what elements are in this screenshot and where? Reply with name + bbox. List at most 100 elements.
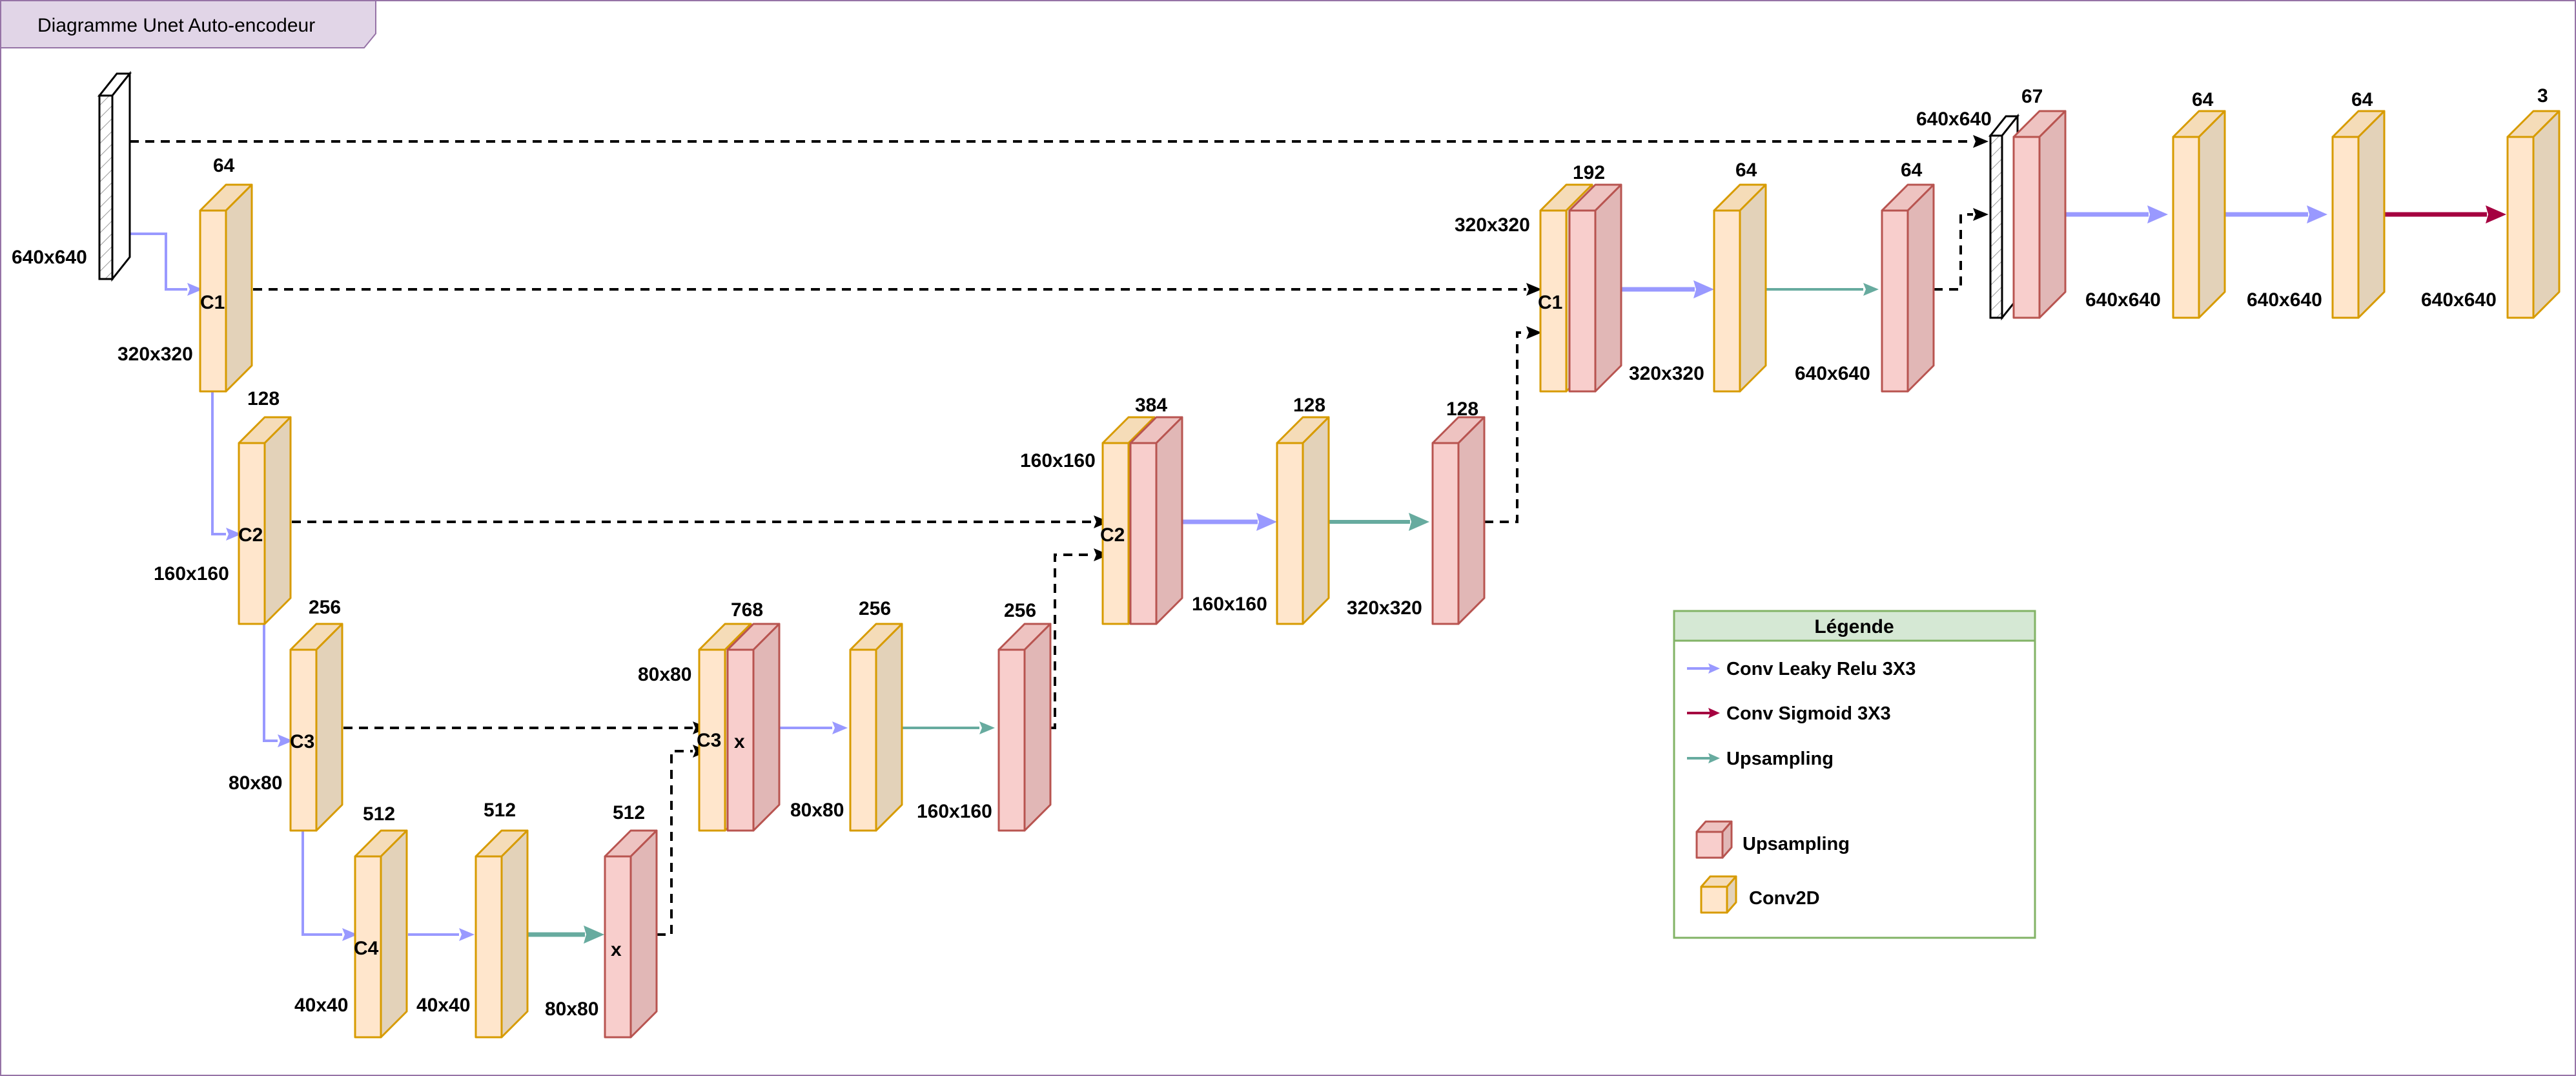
- title-tab: Diagramme Unet Auto-encodeur: [0, 0, 376, 48]
- d3-concat-channels: 768: [731, 599, 763, 621]
- link-d1-up: [1934, 213, 1973, 291]
- d2-up-block: [1431, 416, 1486, 625]
- link-d2-up: [1484, 331, 1526, 523]
- e1-conv-block: [199, 183, 253, 393]
- legend-upsample-arrow-label: Upsampling: [1726, 749, 1834, 769]
- skip-connections: [130, 140, 1973, 936]
- legend-upsampling-cube-icon: [1695, 820, 1733, 859]
- d3-concat-size: 80x80: [638, 664, 691, 685]
- d1-up-block: [1881, 183, 1935, 393]
- e2-channels: 128: [247, 388, 280, 409]
- d3-concat-name: C3: [697, 730, 721, 751]
- b-up-size: 80x80: [545, 998, 598, 1020]
- d3-conv-size: 80x80: [790, 800, 844, 821]
- e3-name: C3: [290, 731, 314, 752]
- d0-concat-up-block: [2012, 110, 2067, 319]
- sigmoid-head: [2486, 205, 2506, 223]
- b1-conv-block: [475, 829, 529, 1039]
- e2-conv-block: [238, 416, 292, 625]
- legend-conv-cube: [1700, 875, 1737, 914]
- d3-up-block: [997, 623, 1052, 832]
- legend-up-cube: [1695, 820, 1733, 859]
- decoder-relu-flows: [1181, 212, 2308, 524]
- d2-concat-size: 160x160: [1020, 450, 1096, 471]
- input-image: [97, 70, 132, 282]
- out-conv-block: [2506, 110, 2561, 319]
- d2-conv-block: [1276, 416, 1330, 625]
- d1-conv-block: [1713, 183, 1767, 393]
- legend-conv2d-cube-icon: [1700, 875, 1737, 914]
- e4-size: 40x40: [294, 995, 348, 1016]
- d1-concat-up-block: [1568, 183, 1622, 393]
- e1-channels: 64: [213, 155, 235, 176]
- d1-concat-channels: 192: [1573, 162, 1605, 183]
- f2-size: 640x640: [2247, 289, 2322, 311]
- block-labels: 640x640 64 C1 320x320 128 C2 160x160 256…: [12, 85, 2548, 1020]
- e4-conv-block: [354, 829, 408, 1039]
- d1-concat-size: 320x320: [1455, 214, 1530, 236]
- legend-sigmoid-label: Conv Sigmoid 3X3: [1726, 703, 1891, 724]
- d2-conv-size: 160x160: [1192, 594, 1267, 615]
- d2-concat-up-block: [1129, 416, 1183, 625]
- legend-relu-label: Conv Leaky Relu 3X3: [1726, 659, 1916, 679]
- e3-channels: 256: [309, 597, 341, 618]
- e1-size: 320x320: [118, 344, 193, 365]
- f2-channels: 64: [2351, 89, 2373, 110]
- legend-conv2d-block-label: Conv2D: [1749, 888, 1820, 909]
- d1-concat-name: C1: [1538, 292, 1562, 313]
- d2-up-size: 320x320: [1347, 597, 1422, 619]
- e4-channels: 512: [363, 803, 395, 825]
- e4-name: C4: [354, 938, 379, 959]
- d1-conv-channels: 64: [1735, 160, 1757, 181]
- encoder-flow-heads: [187, 283, 848, 941]
- legend-upsample-arrow: Upsampling: [1687, 749, 1834, 769]
- diagram-title: Diagramme Unet Auto-encodeur: [37, 15, 315, 36]
- d0-concat-channels: 67: [2021, 86, 2043, 107]
- f1-channels: 64: [2192, 89, 2214, 110]
- blocks: [199, 110, 2561, 1039]
- d2-up-channels: 128: [1446, 398, 1478, 420]
- out-size: 640x640: [2421, 289, 2497, 311]
- b-up-block: [604, 829, 658, 1039]
- d3-conv-block: [849, 623, 903, 832]
- link-d3-up: [1050, 554, 1094, 729]
- link-bottleneck-up: [657, 750, 693, 936]
- d0-concat-size: 640x640: [1916, 109, 1992, 130]
- b1-channels: 512: [484, 800, 516, 821]
- legend-header: [1673, 610, 2036, 642]
- e1-name: C1: [200, 292, 225, 313]
- d1-conv-size: 320x320: [1629, 363, 1704, 384]
- d2-concat-channels: 384: [1135, 395, 1167, 416]
- e3-conv-block: [289, 623, 343, 832]
- d2-concat-name: C2: [1100, 524, 1125, 546]
- f2-conv-block: [2331, 110, 2386, 319]
- encoder-flows: [130, 233, 832, 936]
- upsample-flows: [527, 288, 1863, 937]
- f1-conv-block: [2172, 110, 2226, 319]
- d1-up-channels: 64: [1901, 160, 1923, 181]
- b1-size: 40x40: [416, 995, 470, 1016]
- e2-name: C2: [238, 524, 263, 546]
- d3-concat-up-block: [726, 623, 781, 832]
- d2-conv-channels: 128: [1293, 395, 1325, 416]
- d3-up-size: 160x160: [917, 801, 992, 822]
- legend-title: Légende: [1814, 616, 1894, 637]
- d3-concat-mark: x: [734, 731, 745, 752]
- e3-size: 80x80: [229, 772, 282, 794]
- input-size-label: 640x640: [12, 247, 87, 268]
- b-up-channels: 512: [613, 802, 645, 823]
- legend: Légende Conv Leaky Relu 3X3 Conv Sigmoid…: [1673, 610, 2036, 939]
- decoder-relu-heads: [1256, 205, 2327, 531]
- e2-size: 160x160: [154, 563, 229, 585]
- legend-relu: Conv Leaky Relu 3X3: [1687, 659, 1916, 679]
- d3-conv-channels: 256: [859, 598, 891, 619]
- legend-sigmoid: Conv Sigmoid 3X3: [1687, 703, 1891, 724]
- out-channels: 3: [2537, 85, 2548, 107]
- d1-up-size: 640x640: [1795, 363, 1870, 384]
- f1-size: 640x640: [2085, 289, 2161, 311]
- legend-upsampling-block-label: Upsampling: [1743, 834, 1850, 854]
- d3-up-channels: 256: [1004, 600, 1036, 621]
- b-up-mark: x: [611, 939, 622, 960]
